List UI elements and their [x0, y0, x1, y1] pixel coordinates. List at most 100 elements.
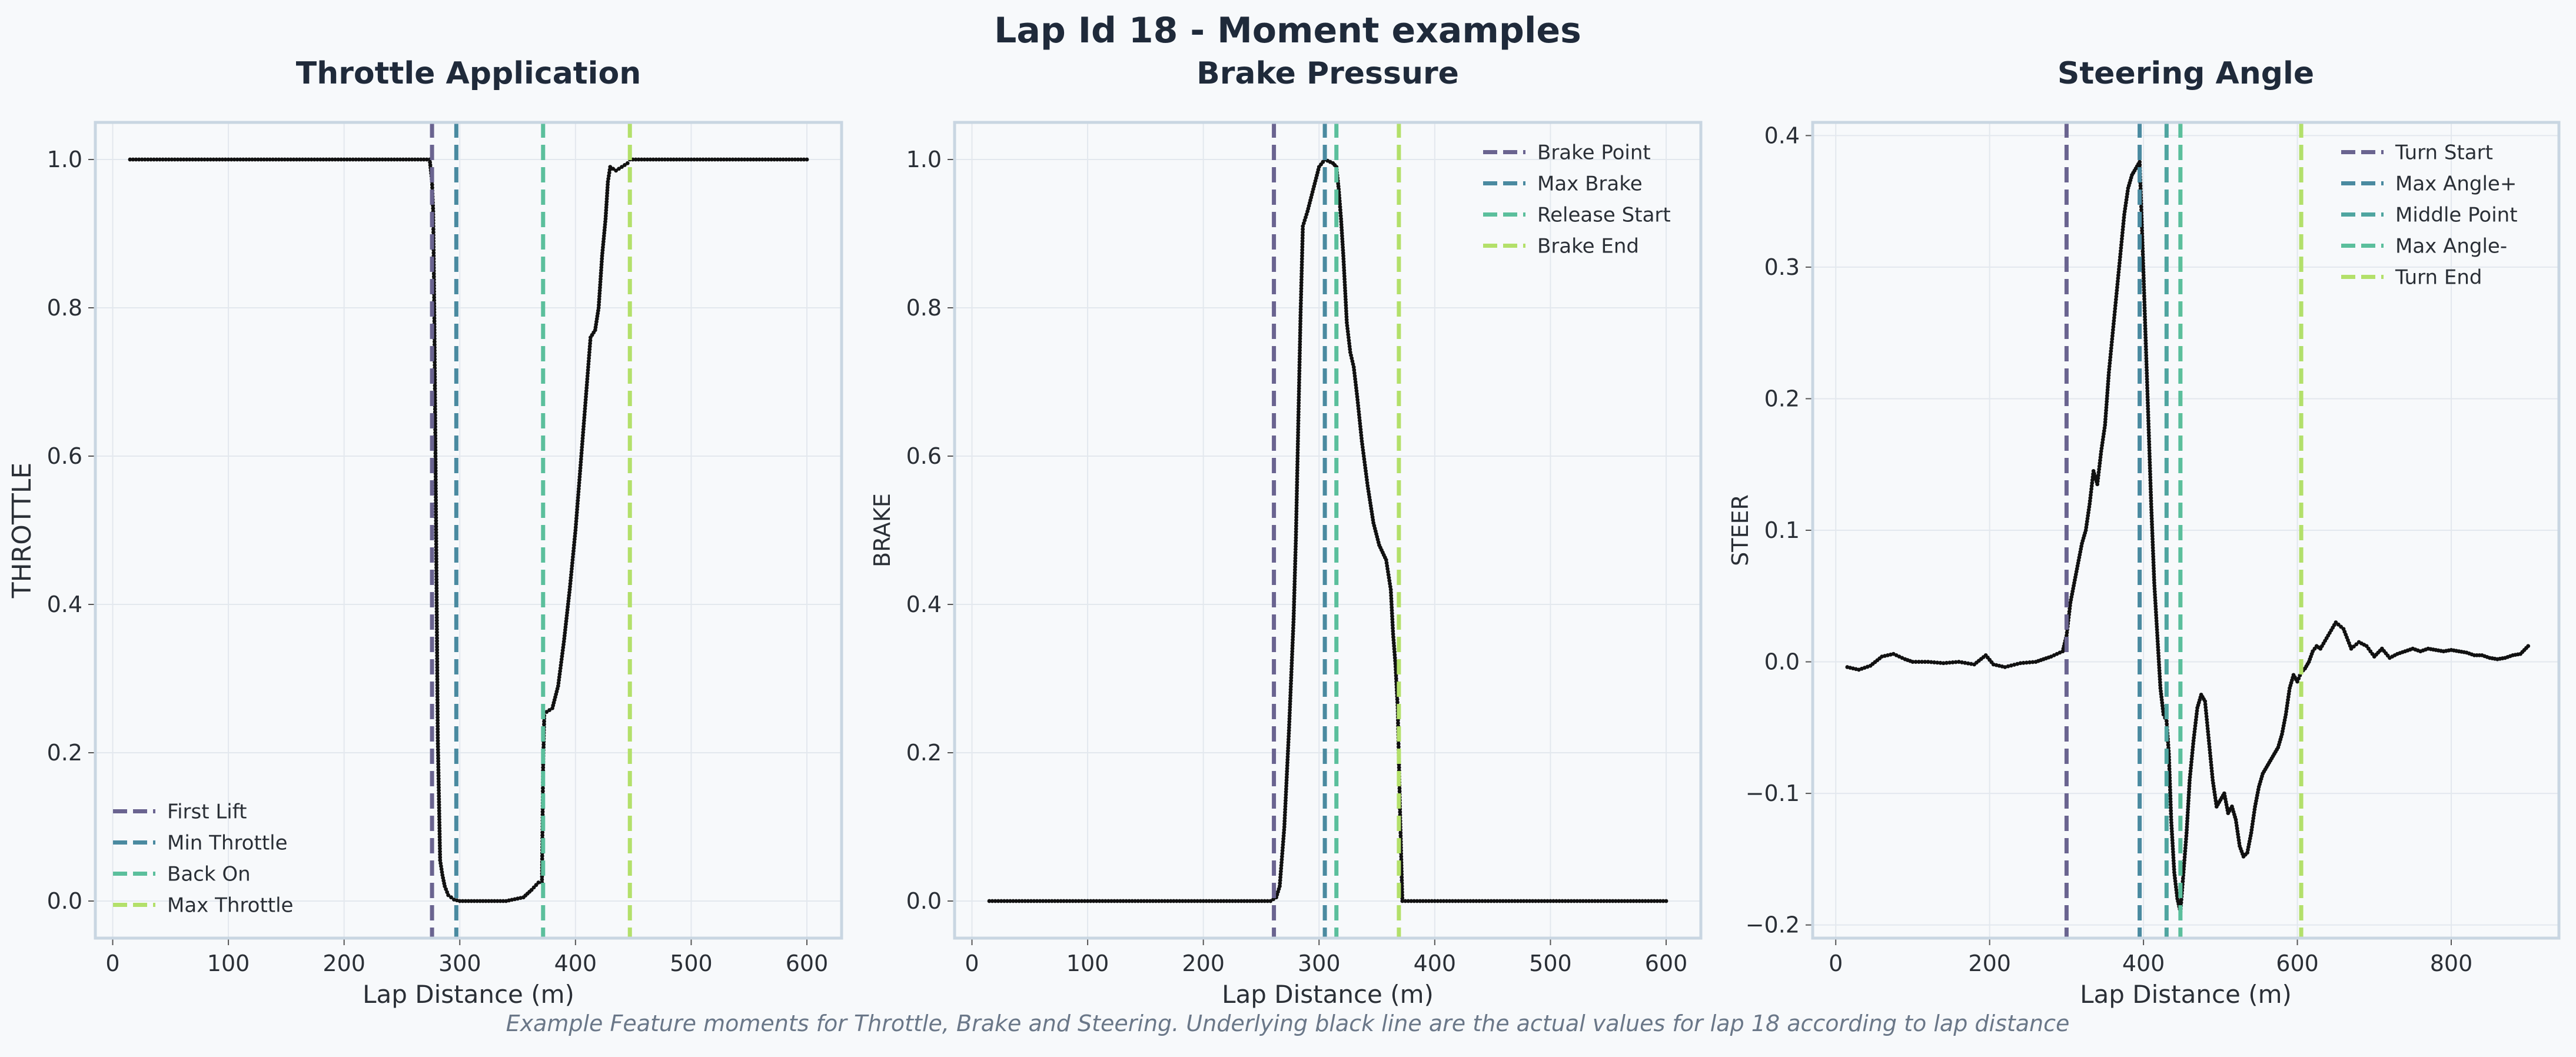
throttle-data-point	[472, 899, 477, 903]
steering-data-point	[2182, 864, 2186, 869]
steering-data-point	[2169, 809, 2173, 813]
steering-data-point	[2159, 692, 2163, 696]
brake-data-point	[1342, 277, 1347, 281]
steering-data-point	[1926, 660, 1930, 664]
steering-data-point	[2236, 838, 2241, 842]
brake-data-point	[1427, 899, 1431, 903]
throttle-data-point	[149, 157, 153, 162]
brake-data-point	[1658, 899, 1663, 903]
throttle-data-point	[598, 285, 602, 290]
steering-data-point	[2125, 192, 2129, 197]
brake-data-point	[1364, 468, 1368, 473]
brake-data-point	[1389, 590, 1393, 595]
steering-data-point	[2152, 586, 2157, 591]
brake-data-point	[1299, 271, 1304, 276]
brake-data-point	[1219, 899, 1223, 903]
brake-data-point	[1298, 345, 1302, 350]
steering-data-point	[2168, 782, 2172, 786]
brake-ylabel: BRAKE	[869, 493, 895, 567]
throttle-data-point	[677, 157, 682, 162]
steering-ytick-label: 0.4	[1764, 122, 1800, 148]
steering-data-point	[2110, 334, 2115, 338]
throttle-data-point	[438, 852, 443, 857]
throttle-data-point	[226, 157, 231, 162]
steering-data-point	[2208, 747, 2212, 752]
throttle-data-point	[431, 227, 436, 231]
throttle-data-point	[577, 471, 582, 476]
steering-data-point	[2118, 252, 2123, 256]
steering-data-point	[2118, 248, 2123, 253]
throttle-data-point	[435, 697, 440, 702]
brake-data-point	[1291, 614, 1296, 619]
throttle-data-point	[434, 513, 438, 517]
steering-data-point	[2143, 344, 2148, 349]
brake-data-point	[1400, 884, 1404, 889]
brake-data-point	[1352, 374, 1357, 378]
throttle-data-point	[354, 157, 358, 162]
throttle-data-point	[433, 427, 438, 432]
brake-data-point	[1354, 385, 1358, 390]
brake-data-point	[1289, 682, 1293, 686]
throttle-data-point	[599, 265, 604, 270]
brake-data-point	[1355, 391, 1359, 396]
brake-data-point	[1059, 899, 1063, 903]
brake-data-point	[1569, 899, 1574, 903]
brake-data-point	[1283, 804, 1288, 809]
steering-data-point	[2160, 700, 2165, 705]
steering-data-point	[2151, 563, 2156, 568]
throttle-data-point	[716, 157, 720, 162]
throttle-data-point	[742, 157, 747, 162]
steering-data-point	[1950, 660, 1955, 664]
brake-data-point	[1296, 418, 1301, 423]
brake-data-point	[1572, 899, 1577, 903]
throttle-data-point	[739, 157, 744, 162]
steering-data-point	[2158, 686, 2163, 690]
throttle-data-point	[587, 353, 591, 358]
throttle-data-point	[167, 157, 171, 162]
steering-data-point	[2146, 424, 2151, 429]
brake-data-point	[1361, 448, 1365, 453]
throttle-data-point	[680, 157, 684, 162]
throttle-data-point	[436, 739, 440, 743]
throttle-data-point	[436, 703, 440, 708]
throttle-data-point	[235, 157, 240, 162]
brake-data-point	[1294, 530, 1298, 534]
brake-data-point	[1284, 787, 1288, 791]
steering-data-point	[2296, 676, 2301, 681]
steering-data-point	[2148, 469, 2152, 474]
brake-ytick-label: 0.8	[906, 295, 942, 321]
throttle-data-point	[599, 262, 604, 267]
steering-data-point	[2085, 516, 2090, 521]
throttle-data-point	[377, 157, 382, 162]
steering-data-point	[2122, 215, 2126, 220]
steering-data-point	[2146, 421, 2151, 426]
steering-data-point	[2182, 861, 2186, 866]
throttle-data-point	[202, 157, 207, 162]
steering-data-point	[2155, 633, 2160, 638]
steering-data-point	[2145, 389, 2150, 393]
throttle-data-point	[559, 657, 564, 662]
brake-data-point	[1262, 899, 1267, 903]
brake-data-point	[1299, 277, 1304, 282]
steering-data-point	[2148, 481, 2153, 486]
brake-data-point	[1296, 410, 1301, 414]
steering-data-point	[2145, 377, 2149, 381]
brake-data-point	[1300, 251, 1304, 255]
brake-data-point	[1282, 830, 1286, 835]
throttle-data-point	[435, 653, 440, 658]
steering-data-point	[2100, 437, 2105, 442]
throttle-data-point	[436, 724, 440, 729]
brake-data-point	[1278, 878, 1282, 883]
brake-data-point	[1341, 248, 1345, 252]
brake-data-point	[1112, 899, 1116, 903]
steering-data-point	[2143, 341, 2148, 346]
steering-data-point	[2138, 162, 2142, 167]
steering-data-point	[2114, 291, 2119, 296]
throttle-data-point	[433, 410, 437, 414]
throttle-data-point	[410, 157, 414, 162]
steering-data-point	[2250, 822, 2255, 826]
brake-data-point	[1403, 899, 1408, 903]
brake-data-point	[1345, 320, 1349, 325]
throttle-data-point	[285, 157, 290, 162]
throttle-data-point	[433, 448, 438, 453]
